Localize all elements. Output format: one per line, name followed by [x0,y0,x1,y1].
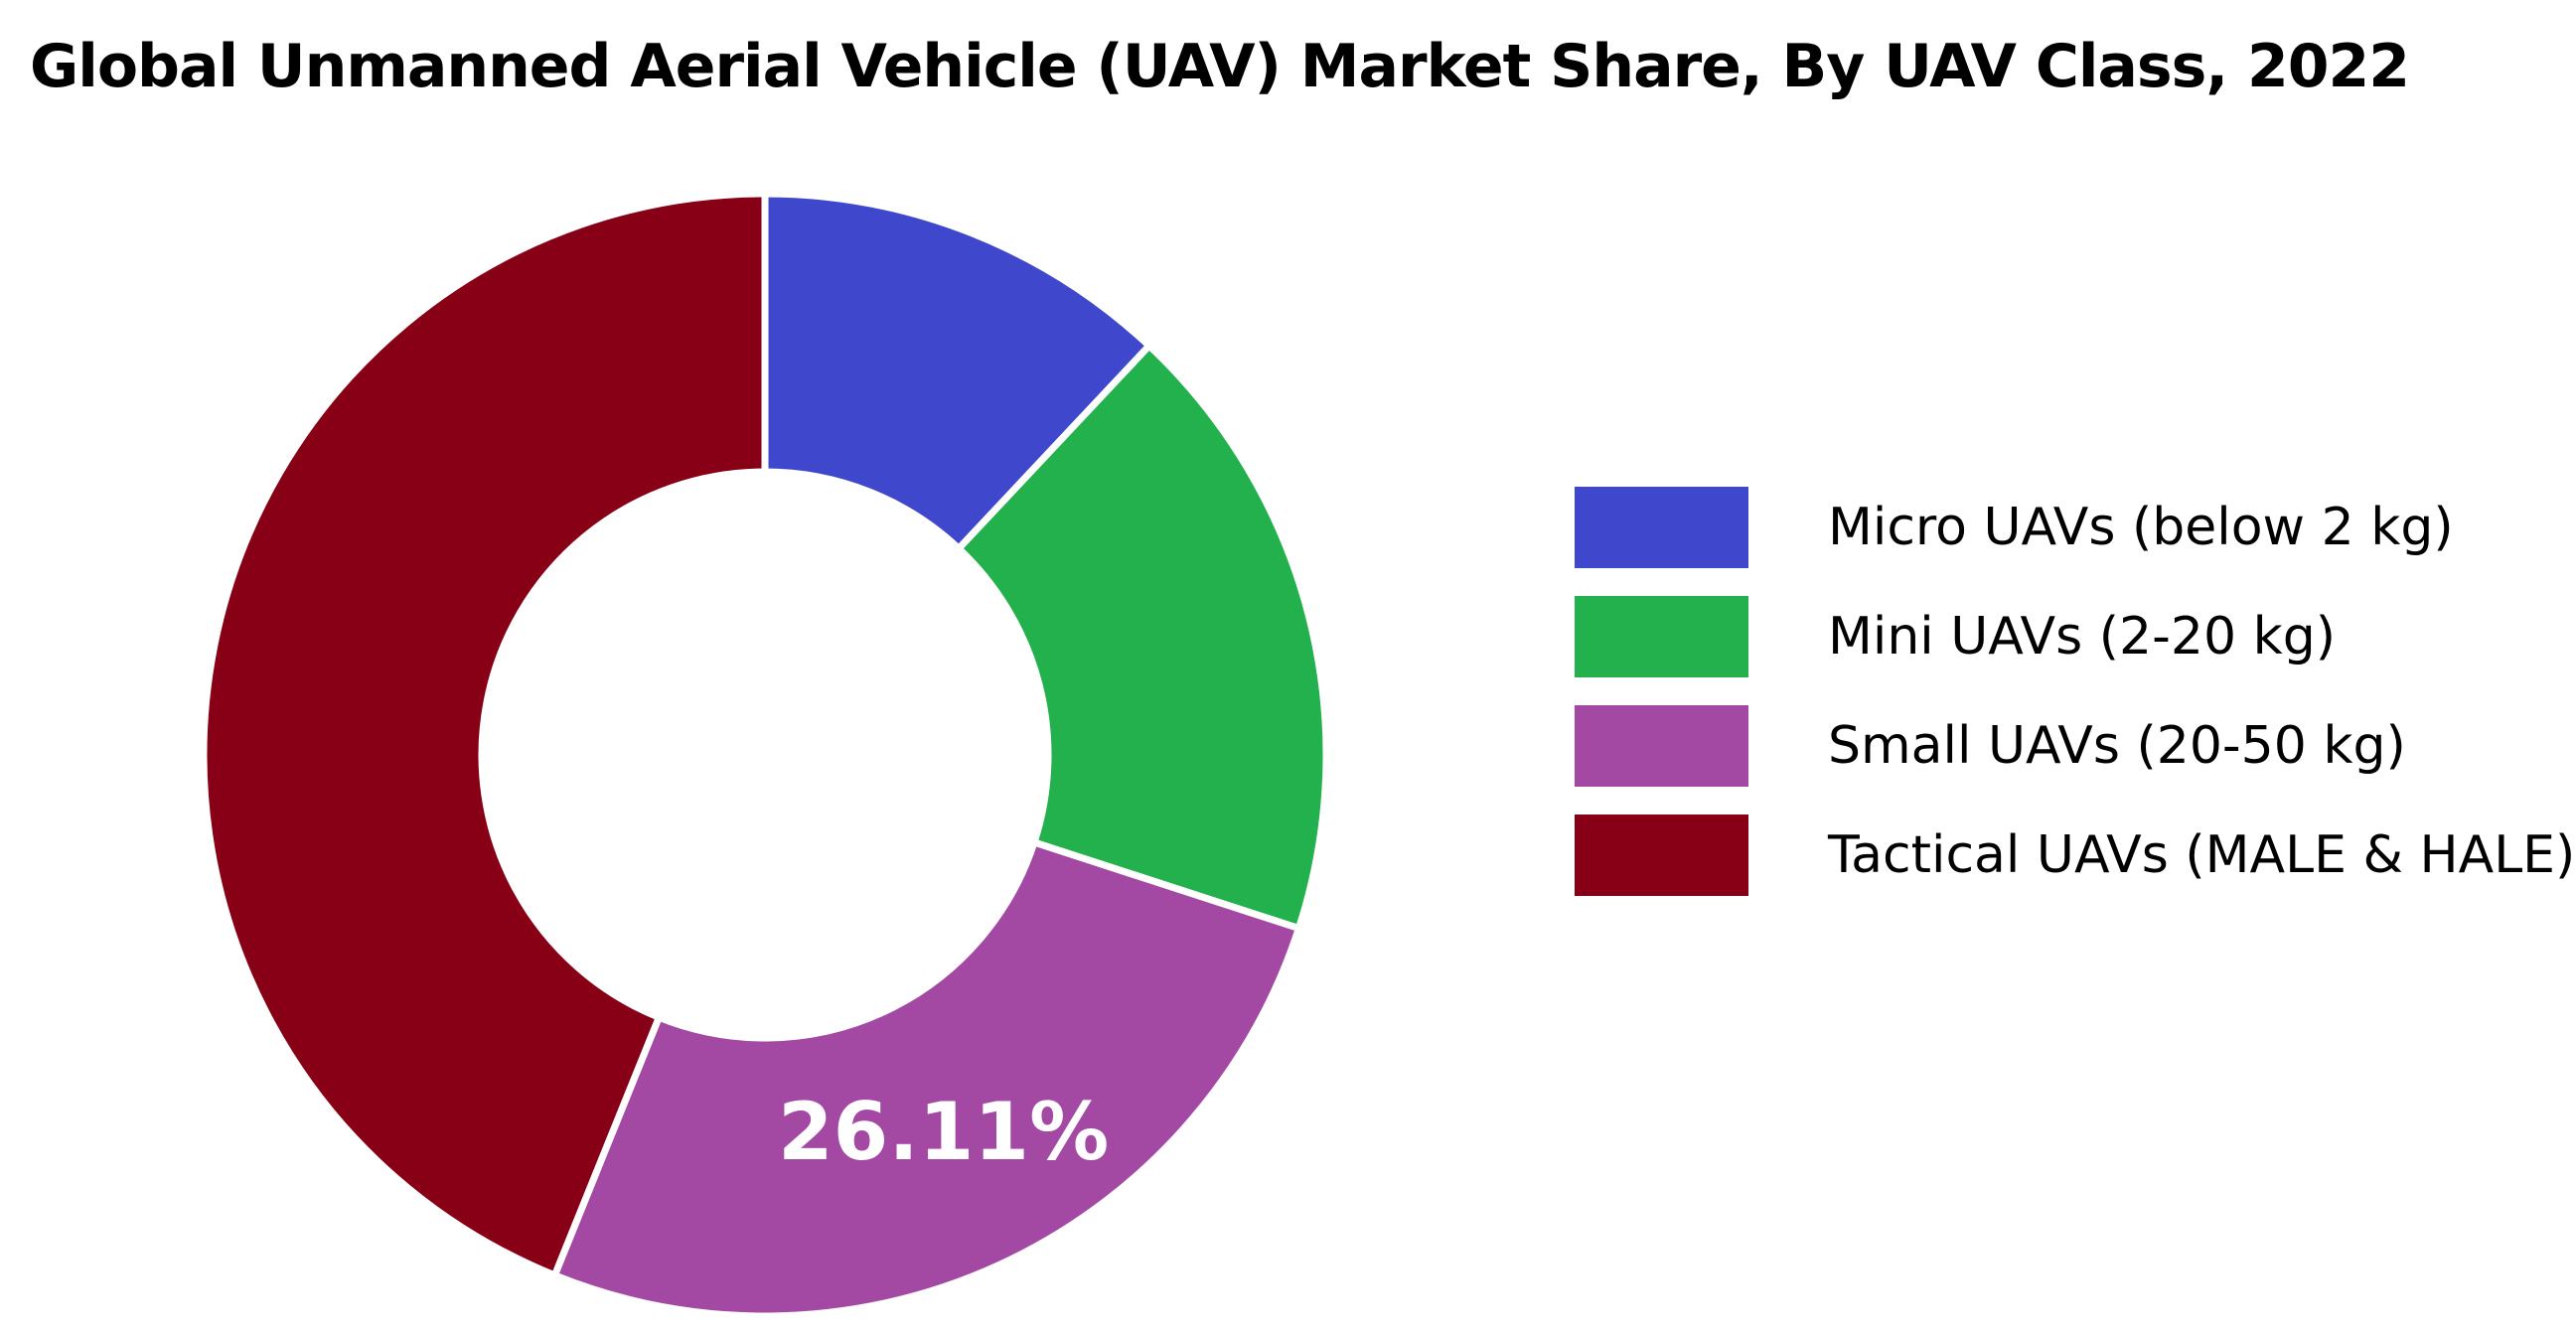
legend-label-mini: Mini UAVs (2-20 kg) [1828,607,2336,666]
data-label-small: 26.11% [778,1086,1109,1178]
legend-swatch-micro [1575,487,1748,568]
legend-swatch-tactical [1575,815,1748,896]
donut-slice-small [549,837,1303,1320]
donut-slice-micro [761,190,1154,554]
legend-swatch-small [1575,705,1748,787]
legend-label-micro: Micro UAVs (below 2 kg) [1828,498,2454,557]
donut-slice-tactical [200,190,769,1280]
chart-title: Global Unmanned Aerial Vehicle (UAV) Mar… [30,32,2410,101]
donut-slice-mini [954,341,1330,934]
legend-label-small: Small UAVs (20-50 kg) [1828,716,2406,776]
legend-swatch-mini [1575,596,1748,677]
legend-label-tactical: Tactical UAVs (MALE & HALE) [1828,825,2576,885]
